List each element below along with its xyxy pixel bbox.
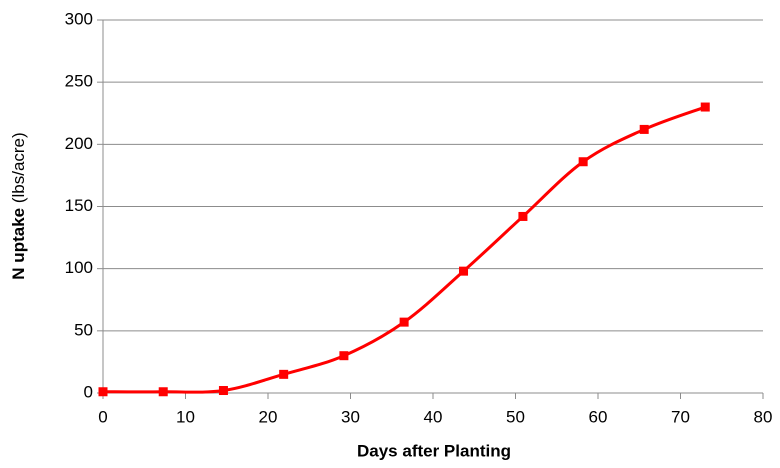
y-axis-label: N uptake (lbs/acre) (9, 132, 28, 279)
marker (639, 124, 649, 134)
y-tick-label: 250 (65, 72, 93, 91)
x-tick-label: 60 (589, 407, 608, 426)
y-tick-label: 200 (65, 134, 93, 153)
x-tick-label: 0 (98, 407, 107, 426)
marker (98, 387, 108, 397)
x-tick-label: 70 (671, 407, 690, 426)
x-tick-label: 80 (754, 407, 773, 426)
x-tick-label: 30 (341, 407, 360, 426)
y-tick-label: 50 (74, 320, 93, 339)
marker (700, 102, 710, 112)
x-tick-label: 10 (176, 407, 195, 426)
marker (158, 387, 168, 397)
y-tick-label: 100 (65, 258, 93, 277)
marker (459, 266, 469, 276)
y-axis-label-unit: (lbs/acre) (9, 132, 28, 203)
marker (518, 211, 528, 221)
x-axis-label: Days after Planting (357, 441, 511, 460)
marker (578, 157, 588, 167)
y-axis-label-main: N uptake (9, 208, 28, 280)
marker (399, 317, 409, 327)
marker (339, 351, 349, 361)
y-tick-label: 300 (65, 9, 93, 28)
x-tick-label: 20 (259, 407, 278, 426)
y-tick-label: 150 (65, 196, 93, 215)
marker (279, 369, 289, 379)
line (102, 105, 706, 394)
marker (218, 386, 228, 396)
x-tick-label: 40 (424, 407, 443, 426)
x-tick-label: 50 (506, 407, 525, 426)
y-tick-label: 0 (84, 382, 93, 401)
